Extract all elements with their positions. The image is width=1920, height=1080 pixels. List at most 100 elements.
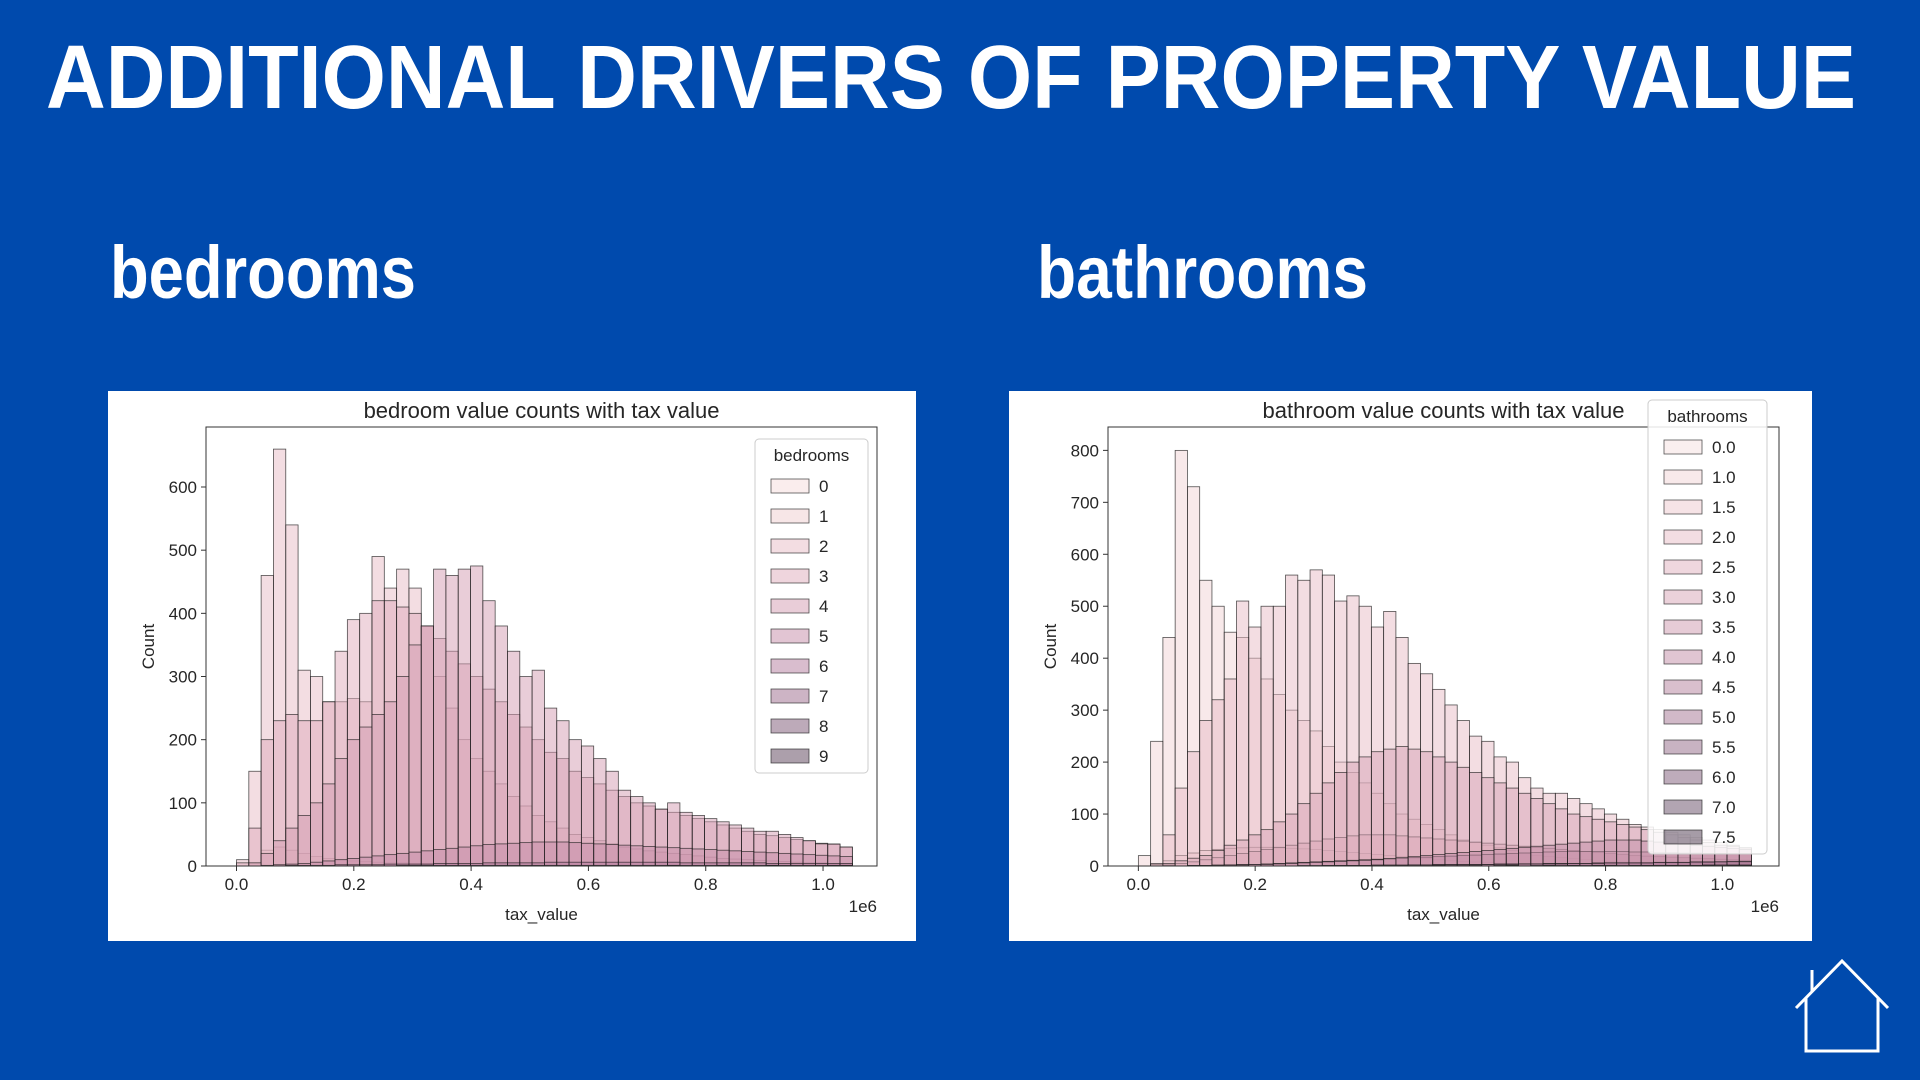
bar xyxy=(420,625,434,867)
legend-label: 8 xyxy=(819,717,828,736)
bar xyxy=(1395,746,1409,867)
panel-heading: bedrooms xyxy=(110,231,416,314)
legend-label: 3 xyxy=(819,567,828,586)
legend-swatch xyxy=(770,508,810,524)
legend-swatch xyxy=(1663,769,1703,785)
bar xyxy=(1370,751,1385,867)
y-axis-label: Count xyxy=(1041,624,1060,670)
bar xyxy=(531,669,545,867)
bar xyxy=(1223,678,1237,867)
home-wall xyxy=(1804,998,1880,1053)
bar xyxy=(1346,761,1360,867)
bar xyxy=(531,841,545,867)
bar xyxy=(285,827,299,867)
legend-swatch xyxy=(1663,529,1703,545)
bar xyxy=(1236,839,1250,867)
home-icon[interactable] xyxy=(1794,958,1890,1053)
bar xyxy=(470,845,484,867)
legend-label: 7.5 xyxy=(1712,828,1736,847)
plot-frame xyxy=(205,426,878,867)
legend-label: 0 xyxy=(819,477,828,496)
legend-label: 0.0 xyxy=(1712,438,1736,457)
bar xyxy=(396,676,410,867)
x-tick-label: 0.2 xyxy=(342,875,366,894)
legend-label: 1 xyxy=(819,507,828,526)
bar xyxy=(1383,748,1397,867)
x-tick-label: 0.2 xyxy=(1243,875,1267,894)
x-axis-label: tax_value xyxy=(505,905,578,924)
bar xyxy=(1223,844,1237,867)
legend-label: 7 xyxy=(819,687,828,706)
y-tick-label: 600 xyxy=(1071,545,1099,564)
bar xyxy=(322,783,336,867)
legend-label: 5.5 xyxy=(1712,738,1736,757)
bar xyxy=(1309,792,1323,867)
bar xyxy=(519,676,533,867)
bar xyxy=(1469,851,1483,867)
bar xyxy=(1628,839,1642,867)
x-tick-label: 0.6 xyxy=(1477,875,1501,894)
bar xyxy=(470,565,484,867)
bar xyxy=(1591,840,1605,867)
bar xyxy=(1542,844,1556,867)
chart: bedroom value counts with tax value 0.0 0.… xyxy=(108,391,916,941)
legend-swatch xyxy=(1663,739,1703,755)
legend-swatch xyxy=(1663,649,1703,665)
y-tick-label: 200 xyxy=(169,731,197,750)
bar xyxy=(297,815,311,867)
bar xyxy=(1162,834,1176,867)
bar xyxy=(334,758,348,867)
bar xyxy=(1199,855,1213,867)
legend-label: 2.0 xyxy=(1712,528,1736,547)
legend-label: 4 xyxy=(819,597,828,616)
bar xyxy=(1481,850,1495,867)
bar xyxy=(260,852,274,867)
legend-swatch xyxy=(1663,559,1703,575)
bar xyxy=(383,701,398,867)
bar xyxy=(1211,699,1225,867)
bar xyxy=(371,714,385,867)
y-tick-label: 700 xyxy=(1071,493,1099,512)
x-offset-label: 1e6 xyxy=(849,897,877,916)
bar xyxy=(1248,626,1262,867)
legend-label: 3.0 xyxy=(1712,588,1736,607)
bar xyxy=(1297,803,1311,867)
legend-swatch xyxy=(1663,799,1703,815)
bar xyxy=(310,802,324,867)
legend-label: 5 xyxy=(819,627,828,646)
bar xyxy=(1236,600,1250,867)
bar xyxy=(408,644,422,867)
x-tick-label: 1.0 xyxy=(1711,875,1735,894)
bar xyxy=(1567,842,1581,867)
bar xyxy=(494,625,508,867)
y-tick-label: 100 xyxy=(1071,805,1099,824)
legend-label: 5.0 xyxy=(1712,708,1736,727)
legend-label: 4.5 xyxy=(1712,678,1736,697)
y-tick-label: 0 xyxy=(1090,857,1099,876)
bar xyxy=(1603,839,1618,867)
bar xyxy=(1334,772,1348,867)
bar xyxy=(1493,848,1507,867)
legend-swatch xyxy=(1663,709,1703,725)
legend-label: 4.0 xyxy=(1712,648,1736,667)
y-tick-label: 600 xyxy=(169,478,197,497)
bar xyxy=(1187,751,1201,867)
bar xyxy=(457,568,471,867)
legend: bathrooms 0.0 1.0 1.5 2.0 2.5 3.0 3.5 4.0 4.5 5.0 5… xyxy=(1647,399,1768,855)
bar xyxy=(1199,720,1213,867)
x-tick-label: 0.0 xyxy=(225,875,249,894)
y-tick-label: 300 xyxy=(1071,701,1099,720)
legend-swatch xyxy=(1663,589,1703,605)
legend-label: 6 xyxy=(819,657,828,676)
bar xyxy=(1285,813,1299,867)
bar xyxy=(1616,839,1630,867)
bar xyxy=(1187,857,1201,867)
bar xyxy=(1420,751,1434,867)
bar xyxy=(1420,855,1434,867)
legend-swatch xyxy=(770,538,810,554)
bar xyxy=(1530,845,1544,867)
legend-swatch xyxy=(770,718,810,734)
chart: bathroom value counts with tax value 0.0 0… xyxy=(1009,391,1812,941)
bar xyxy=(1456,852,1470,867)
legend-swatch xyxy=(770,658,810,674)
